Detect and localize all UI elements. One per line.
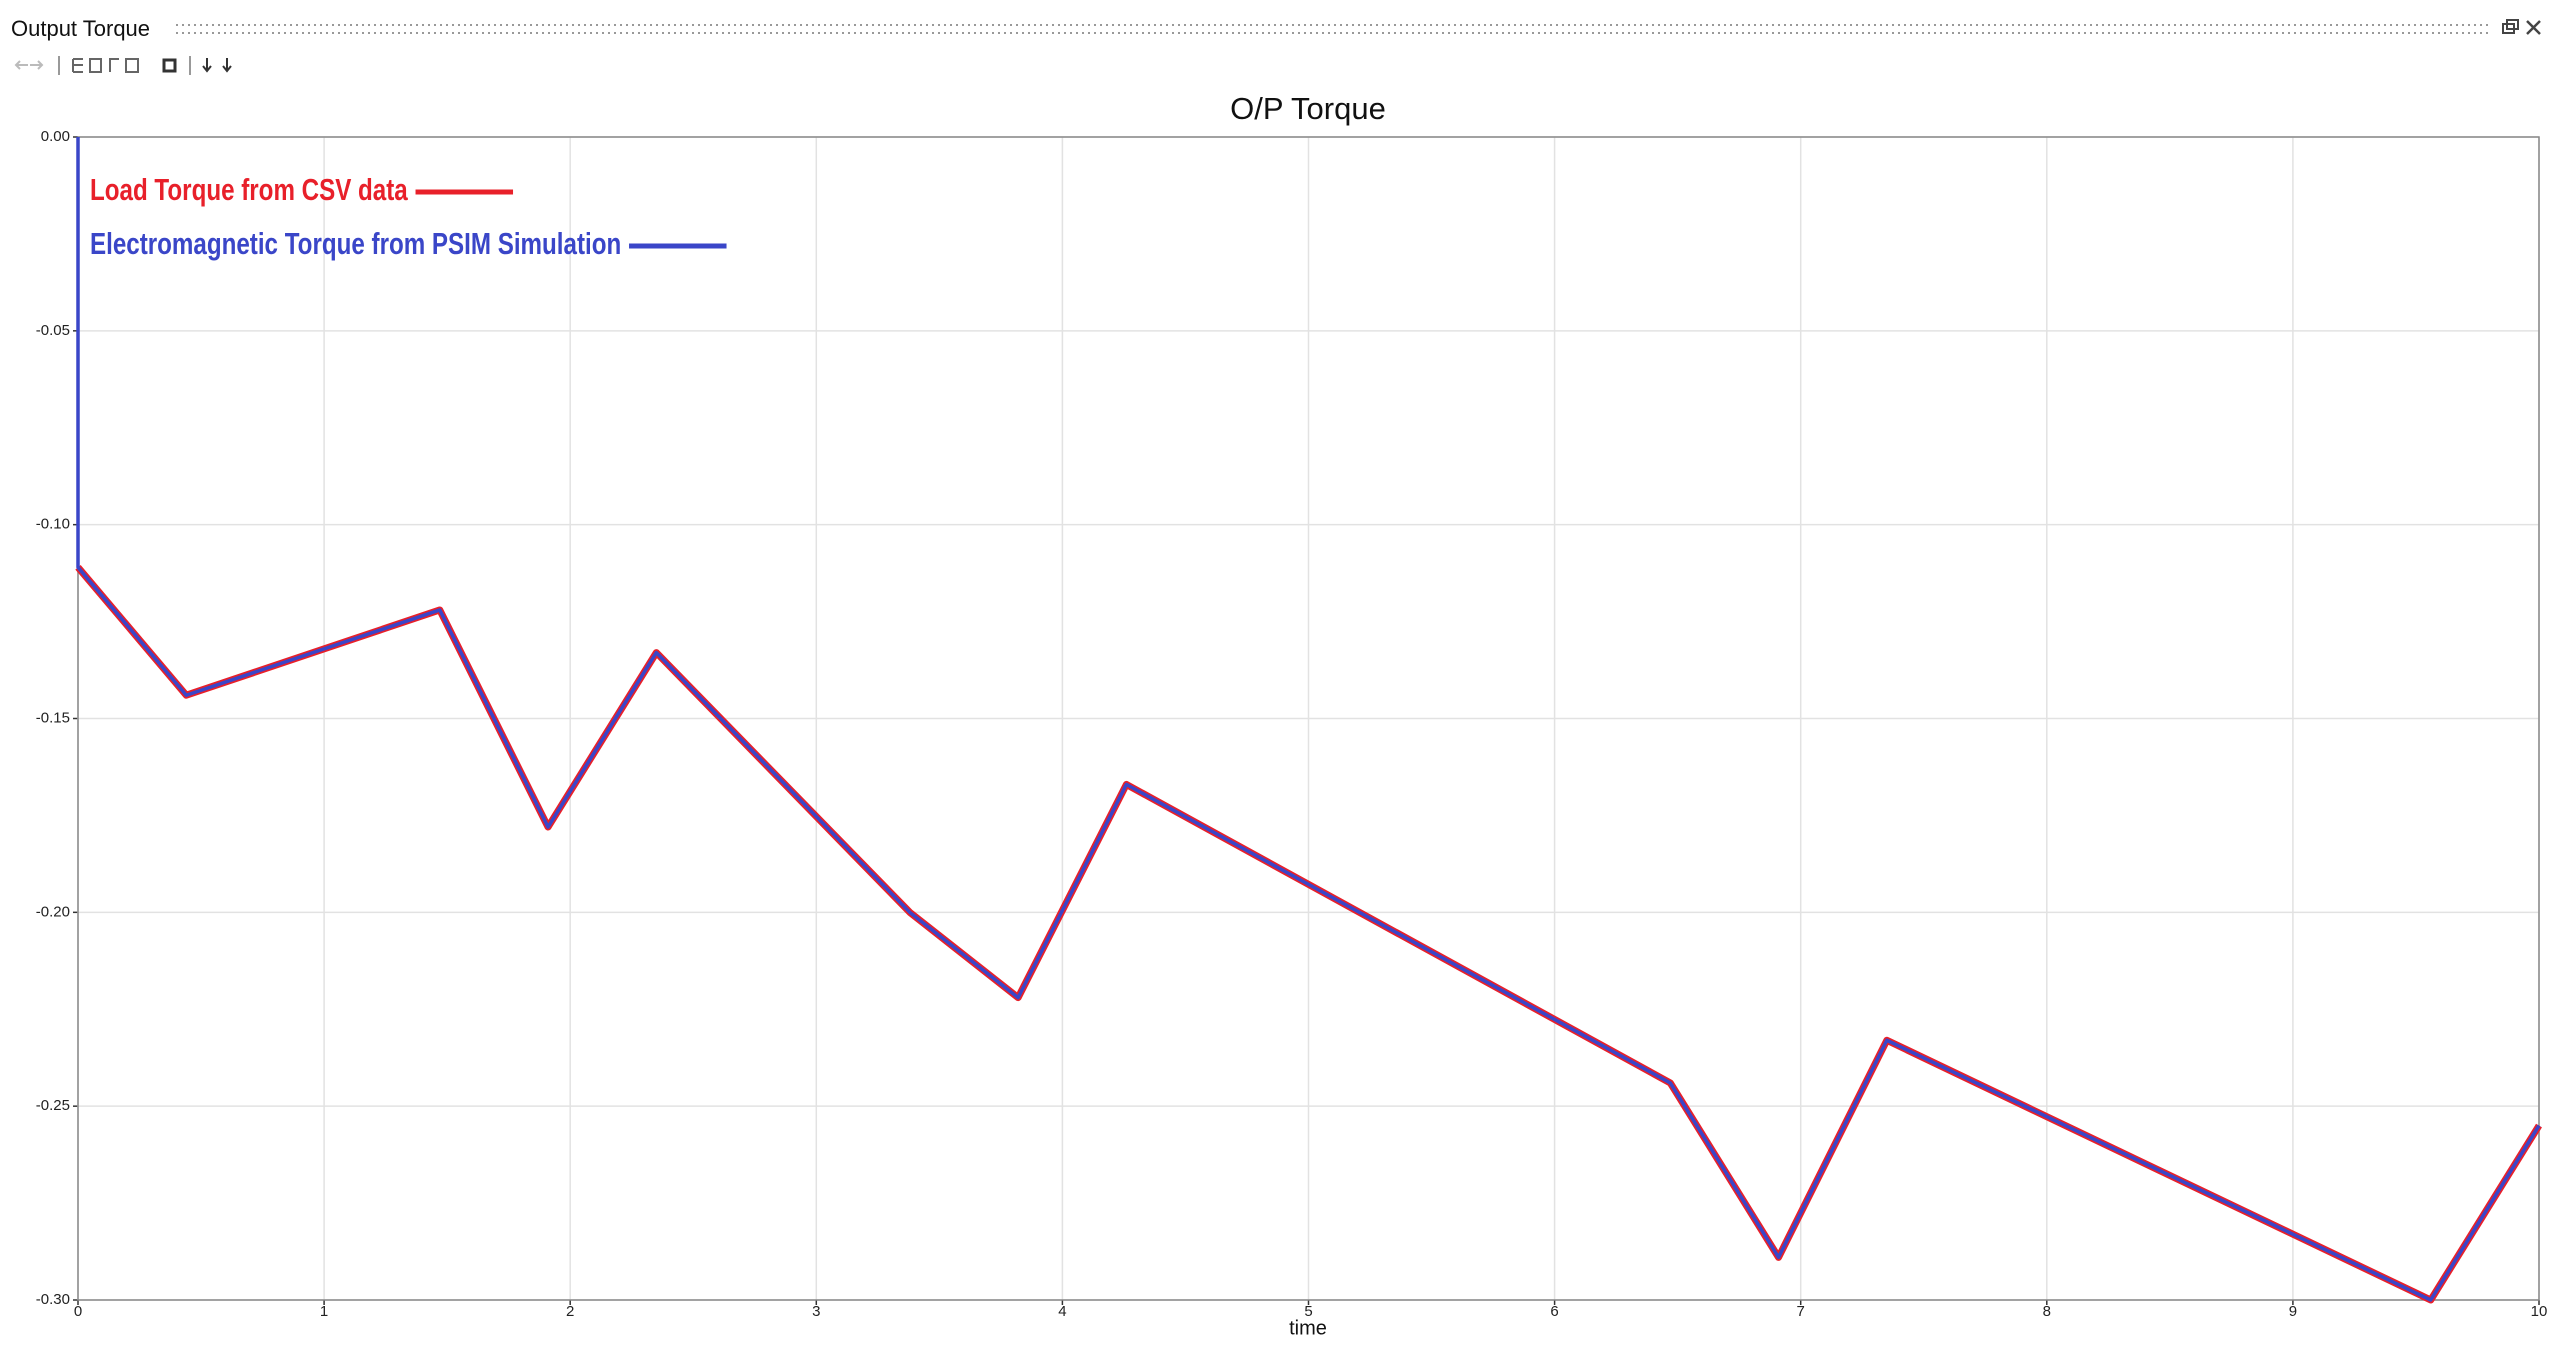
plot-frame — [77, 136, 2540, 1301]
y-tick-label: -0.25 — [36, 1097, 70, 1114]
y-tick-label: -0.05 — [36, 322, 70, 339]
window-title: Output Torque — [11, 16, 150, 41]
x-tick-label: 1 — [320, 1303, 328, 1320]
tool[interactable] — [109, 58, 119, 72]
legend: Load Torque from CSV data Electromagnetic… — [90, 172, 727, 261]
x-tick-label: 9 — [2289, 1303, 2297, 1320]
x-tick-label: 4 — [1058, 1303, 1066, 1320]
legend-entry: Load Torque from CSV data — [90, 172, 514, 207]
x-tick-label: 3 — [812, 1303, 820, 1320]
close-button[interactable] — [2526, 20, 2541, 35]
y-tick-label: -0.30 — [36, 1291, 70, 1308]
x-tick-label: 5 — [1304, 1303, 1312, 1320]
chart-title: O/P Torque — [1230, 91, 1386, 126]
y-tick-label: -0.10 — [36, 516, 70, 533]
y-tick-label: -0.15 — [36, 709, 70, 726]
legend-entry: Electromagnetic Torque from PSIM Simulat… — [90, 226, 727, 261]
undo-redo[interactable] — [14, 60, 44, 70]
toolbar — [14, 56, 232, 75]
x-tick-label: 7 — [1797, 1303, 1805, 1320]
x-axis-label: time — [1289, 1317, 1327, 1339]
tool[interactable] — [89, 58, 102, 73]
legend-label: Electromagnetic Torque from PSIM Simulat… — [90, 226, 621, 261]
y-tick-label: 0.00 — [41, 128, 70, 145]
tool[interactable] — [72, 58, 83, 73]
tool[interactable] — [125, 58, 139, 73]
y-tick-label: -0.20 — [36, 903, 70, 920]
x-tick-label: 6 — [1550, 1303, 1558, 1320]
x-tick-label: 8 — [2043, 1303, 2051, 1320]
tool[interactable] — [202, 58, 232, 73]
x-tick-label: 0 — [74, 1303, 82, 1320]
tool[interactable] — [162, 58, 177, 73]
series-line — [76, 137, 2541, 1302]
legend-label: Load Torque from CSV data — [90, 172, 408, 207]
x-tick-label: 2 — [566, 1303, 574, 1320]
x-tick-label: 10 — [2531, 1303, 2548, 1320]
restore-button[interactable] — [2502, 19, 2519, 34]
